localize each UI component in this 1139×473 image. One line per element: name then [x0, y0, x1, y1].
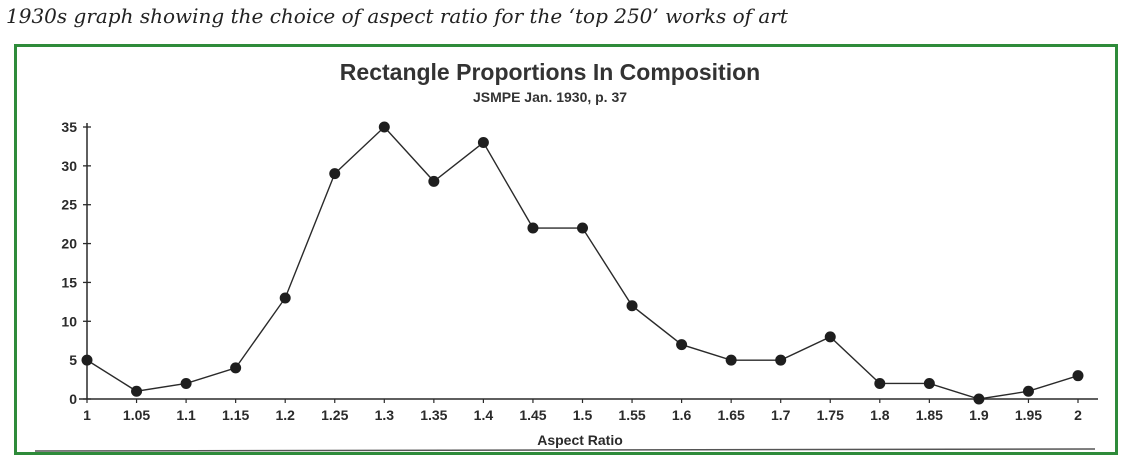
y-tick-label: 30	[61, 158, 77, 174]
chart-subtitle: JSMPE Jan. 1930, p. 37	[473, 89, 627, 105]
x-tick-label: 1.9	[969, 407, 989, 423]
data-point	[230, 362, 242, 374]
y-axis-ticks: 0 5 10 15 20 25 30 35	[61, 119, 91, 407]
y-tick-label: 15	[61, 274, 77, 290]
x-axis-ticks: 1 1.05 1.1 1.15 1.2 1.25 1.3 1.35 1.4 1.45 1.5 1.55…	[83, 399, 1082, 423]
x-tick-label: 2	[1074, 407, 1082, 423]
series-line	[86, 126, 1079, 400]
x-tick-label: 1.65	[718, 407, 745, 423]
x-tick-label: 1.55	[618, 407, 645, 423]
data-point	[527, 222, 539, 234]
data-point	[626, 300, 638, 312]
data-point	[775, 354, 787, 366]
data-point	[824, 331, 836, 343]
chart-title: Rectangle Proportions In Composition	[340, 59, 760, 85]
x-tick-label: 1.95	[1015, 407, 1042, 423]
data-point	[329, 168, 341, 180]
x-tick-label: 1.1	[176, 407, 196, 423]
data-point	[428, 175, 440, 187]
figure-caption: 1930s graph showing the choice of aspect…	[6, 4, 788, 28]
data-point	[477, 137, 489, 149]
data-point	[131, 385, 143, 397]
data-point	[725, 354, 737, 366]
data-point	[1072, 370, 1084, 382]
y-tick-label: 20	[61, 236, 77, 252]
x-axis-label: Aspect Ratio	[537, 432, 623, 448]
y-tick-label: 35	[61, 119, 77, 135]
x-tick-label: 1.3	[375, 407, 395, 423]
y-tick-label: 25	[61, 197, 77, 213]
x-tick-label: 1.2	[275, 407, 295, 423]
data-point	[577, 222, 588, 234]
data-point	[180, 377, 192, 389]
y-tick-label: 0	[69, 391, 77, 407]
x-tick-label: 1.5	[573, 407, 593, 423]
data-point	[973, 393, 985, 405]
data-point	[923, 377, 935, 389]
x-tick-label: 1.15	[222, 407, 249, 423]
x-tick-label: 1.05	[123, 407, 150, 423]
data-point	[279, 292, 291, 304]
data-point	[81, 354, 93, 366]
x-tick-label: 1.25	[321, 407, 348, 423]
axes-group	[34, 123, 1098, 452]
x-tick-label: 1.8	[870, 407, 890, 423]
data-point	[1022, 385, 1034, 397]
chart-frame: Rectangle Proportions In Composition JSM…	[14, 44, 1118, 455]
y-tick-label: 5	[69, 352, 77, 368]
y-tick-label: 10	[61, 313, 77, 329]
x-tick-label: 1.85	[916, 407, 943, 423]
x-tick-label: 1.6	[672, 407, 692, 423]
data-point	[874, 377, 886, 389]
data-point	[378, 121, 390, 133]
series-group	[81, 121, 1084, 405]
data-point	[676, 339, 688, 351]
x-tick-label: 1	[83, 407, 91, 423]
x-tick-label: 1.75	[817, 407, 844, 423]
line-chart: Rectangle Proportions In Composition JSM…	[34, 59, 1098, 452]
bottom-rule	[34, 448, 1096, 452]
x-tick-label: 1.35	[420, 407, 447, 423]
x-tick-label: 1.45	[519, 407, 546, 423]
x-tick-label: 1.7	[771, 407, 791, 423]
x-tick-label: 1.4	[474, 407, 494, 423]
